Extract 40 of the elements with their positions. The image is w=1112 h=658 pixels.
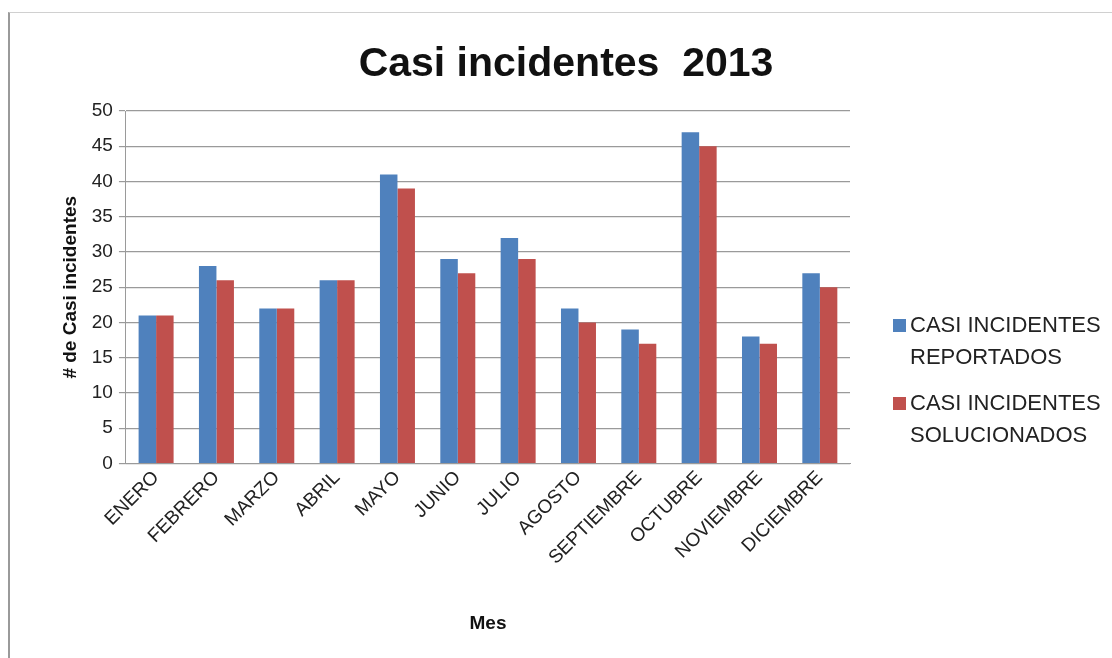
bar [397, 188, 415, 463]
legend-label: CASI INCIDENTES REPORTADOS [910, 311, 1102, 371]
bar [216, 280, 234, 463]
bar [699, 146, 717, 463]
bar [198, 266, 217, 463]
y-tick-label: 0 [102, 451, 113, 473]
y-tick-label: 40 [91, 169, 113, 191]
bar [440, 259, 458, 463]
chart-title: Casi incidentes 2013 [358, 39, 774, 86]
bar [337, 280, 355, 463]
bar [741, 336, 760, 463]
y-axis-title: # de Casi incidentes [58, 195, 80, 379]
bar [379, 174, 398, 463]
y-tick-label: 25 [91, 275, 113, 297]
bar [138, 315, 157, 463]
y-tick-label: 15 [91, 345, 113, 367]
y-tick-label: 5 [102, 416, 113, 438]
bar [259, 308, 277, 463]
y-tick-label: 50 [91, 99, 113, 121]
bar [638, 343, 657, 463]
x-axis-title: Mes [469, 611, 507, 633]
bar [518, 259, 536, 463]
bar [276, 308, 295, 463]
bar [819, 287, 838, 463]
bar [560, 308, 579, 463]
y-tick-label: 45 [91, 134, 113, 156]
bar [621, 329, 639, 463]
bar [319, 280, 338, 463]
bar [457, 273, 476, 463]
bar [578, 322, 596, 463]
bar [681, 132, 700, 463]
legend-label: CASI INCIDENTES SOLUCIONADOS [910, 389, 1102, 449]
y-tick-label: 20 [91, 310, 113, 332]
y-tick-label: 10 [91, 381, 113, 403]
y-tick-label: 30 [91, 240, 113, 262]
bar [156, 315, 174, 463]
y-tick-label: 35 [91, 204, 113, 226]
bar [500, 237, 519, 463]
bar [802, 273, 820, 463]
bar [759, 343, 777, 463]
